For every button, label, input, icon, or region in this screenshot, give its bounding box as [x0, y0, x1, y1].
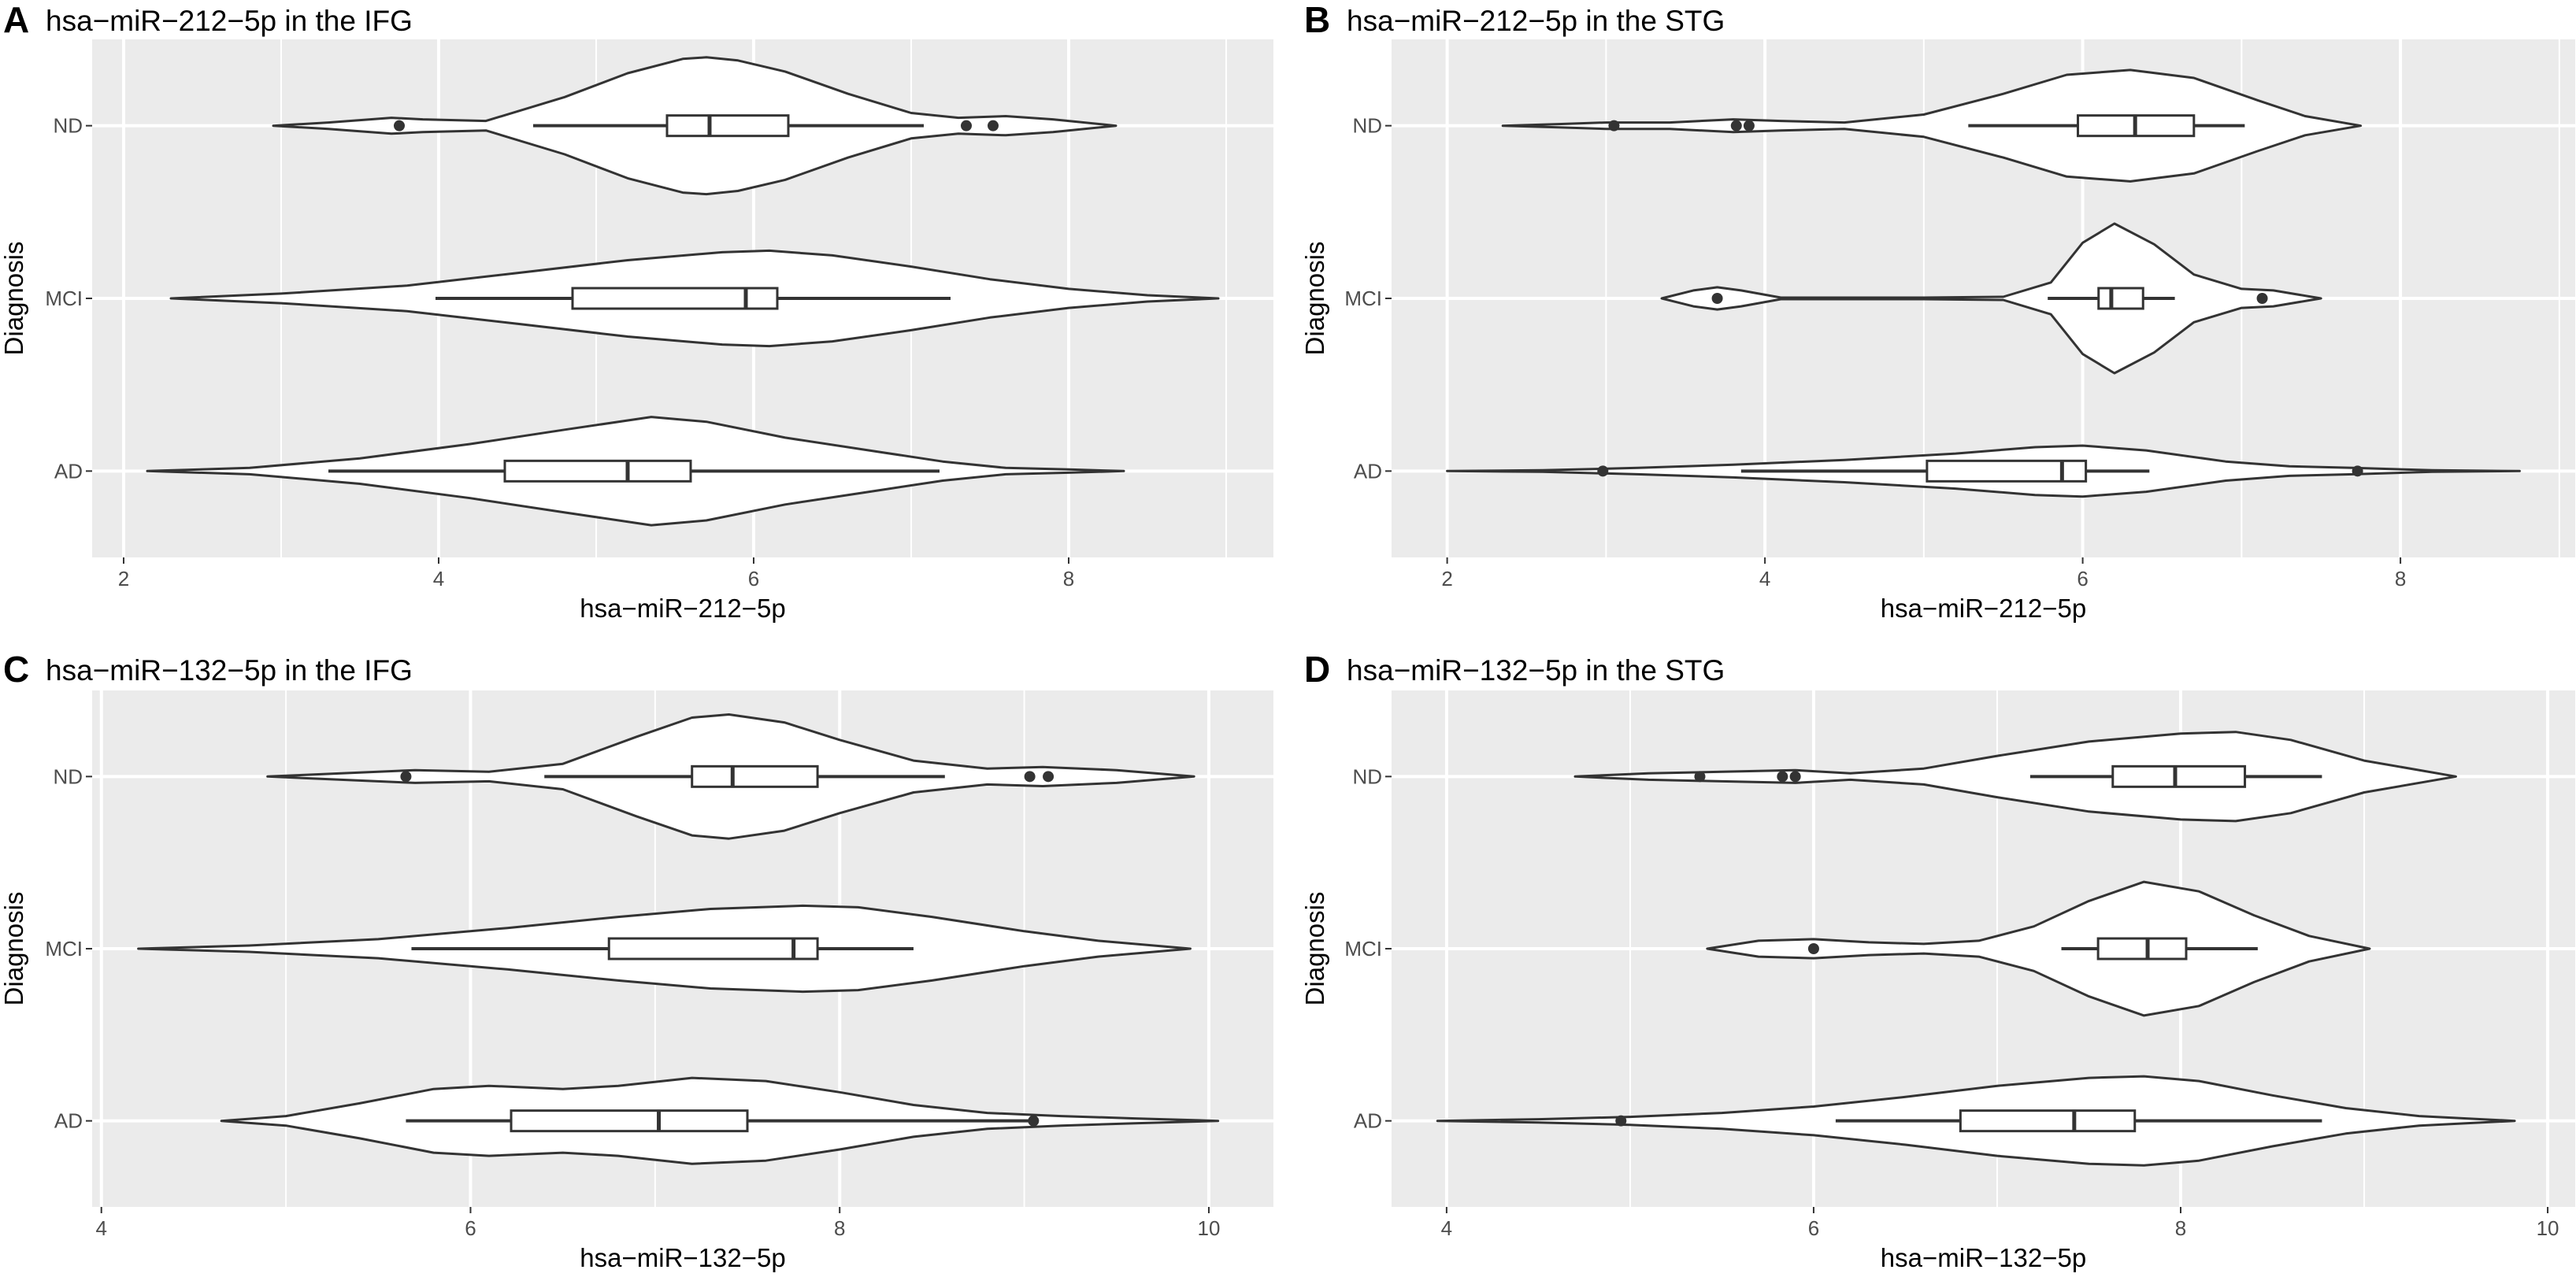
panel-letter: D [1304, 649, 1330, 690]
outlier-point [1615, 1115, 1627, 1127]
x-tick-label: 10 [1198, 1216, 1221, 1240]
violin-group-ad [220, 1076, 1220, 1165]
x-tick-label: 8 [1063, 567, 1074, 590]
box-iqr [1926, 459, 2088, 483]
y-axis-title: Diagnosis [1300, 242, 1329, 356]
violin-group-ad [1446, 444, 2521, 498]
violin-group-mci [1660, 222, 2322, 375]
x-tick-label: 6 [2077, 567, 2088, 590]
outlier-point [1777, 771, 1788, 783]
violin-group-nd [272, 56, 1118, 196]
violin-shape [1501, 68, 2363, 183]
violin-group-mci [1706, 880, 2371, 1017]
outlier-point [1608, 120, 1620, 131]
y-axis-title: Diagnosis [1300, 892, 1329, 1006]
x-tick-label: 10 [2537, 1216, 2559, 1240]
panel-letter: B [1304, 0, 1330, 40]
violin-shape [1573, 731, 2457, 823]
violin-group-mci [169, 249, 1220, 348]
panel-title: hsa−miR−212−5p in the IFG [46, 5, 413, 37]
x-tick-label: 6 [748, 567, 759, 590]
violin-group-ad [1436, 1075, 2516, 1167]
outlier-point [1730, 120, 1742, 131]
outlier-point [1807, 943, 1819, 954]
y-tick-label: ND [1352, 764, 1382, 788]
outlier-point [1597, 465, 1609, 477]
x-axis-title: hsa−miR−212−5p [580, 594, 785, 623]
box-iqr [607, 937, 819, 961]
x-tick-label: 2 [1441, 567, 1452, 590]
outlier-point [1694, 771, 1706, 783]
box-iqr [1959, 1109, 2137, 1133]
outlier-point [1043, 771, 1054, 783]
violin-group-nd [1573, 731, 2457, 823]
panel-letter: A [3, 0, 29, 40]
box-iqr [571, 287, 779, 310]
y-tick-label: ND [1352, 114, 1382, 138]
y-tick-label: MCI [1344, 937, 1382, 961]
outlier-point [394, 120, 405, 131]
violin-group-mci [137, 904, 1192, 994]
violin-group-nd [266, 713, 1195, 840]
violin-shape [1660, 222, 2322, 375]
y-tick-label: MCI [45, 287, 83, 310]
y-axis-title: Diagnosis [0, 892, 28, 1006]
x-axis-title: hsa−miR−132−5p [1881, 1243, 2086, 1272]
outlier-point [1789, 771, 1801, 783]
y-axis-title: Diagnosis [0, 242, 28, 356]
box-iqr [503, 459, 692, 483]
x-tick-label: 4 [95, 1216, 106, 1240]
x-tick-label: 4 [1441, 1216, 1452, 1240]
outlier-point [2256, 293, 2268, 304]
y-tick-label: AD [1354, 1109, 1382, 1133]
box-iqr [665, 114, 790, 138]
x-tick-label: 2 [118, 567, 129, 590]
x-tick-label: 6 [465, 1216, 476, 1240]
violin-shape [1706, 880, 2371, 1017]
box-iqr [2111, 764, 2247, 788]
x-axis-title: hsa−miR−212−5p [1881, 594, 2086, 623]
y-tick-label: AD [54, 1109, 83, 1133]
box-iqr [2096, 937, 2188, 961]
y-tick-label: ND [53, 764, 83, 788]
x-tick-label: 4 [1759, 567, 1770, 590]
outlier-point [961, 120, 972, 131]
x-tick-label: 8 [834, 1216, 845, 1240]
outlier-point [2352, 465, 2363, 477]
box-iqr [2097, 287, 2144, 310]
y-tick-label: AD [1354, 459, 1382, 483]
box-iqr [510, 1109, 749, 1133]
x-tick-label: 6 [1808, 1216, 1819, 1240]
outlier-point [1024, 771, 1036, 783]
outlier-point [1743, 120, 1755, 131]
panel-letter: C [3, 649, 29, 690]
outlier-point [1028, 1115, 1040, 1127]
x-tick-label: 8 [2175, 1216, 2186, 1240]
y-tick-label: MCI [1344, 287, 1382, 310]
box-iqr [691, 764, 819, 788]
outlier-point [1711, 293, 1723, 304]
y-tick-label: AD [54, 459, 83, 483]
outlier-point [400, 771, 412, 783]
outlier-point [988, 120, 999, 131]
violin-group-ad [146, 416, 1125, 527]
y-tick-label: MCI [45, 937, 83, 961]
x-axis-title: hsa−miR−132−5p [580, 1243, 785, 1272]
panel-title: hsa−miR−132−5p in the IFG [46, 654, 413, 687]
x-tick-label: 8 [2395, 567, 2406, 590]
x-tick-label: 4 [433, 567, 444, 590]
y-tick-label: ND [53, 114, 83, 138]
violin-group-nd [1501, 68, 2363, 183]
panel-title: hsa−miR−212−5p in the STG [1347, 5, 1725, 37]
panel-title: hsa−miR−132−5p in the STG [1347, 654, 1725, 687]
